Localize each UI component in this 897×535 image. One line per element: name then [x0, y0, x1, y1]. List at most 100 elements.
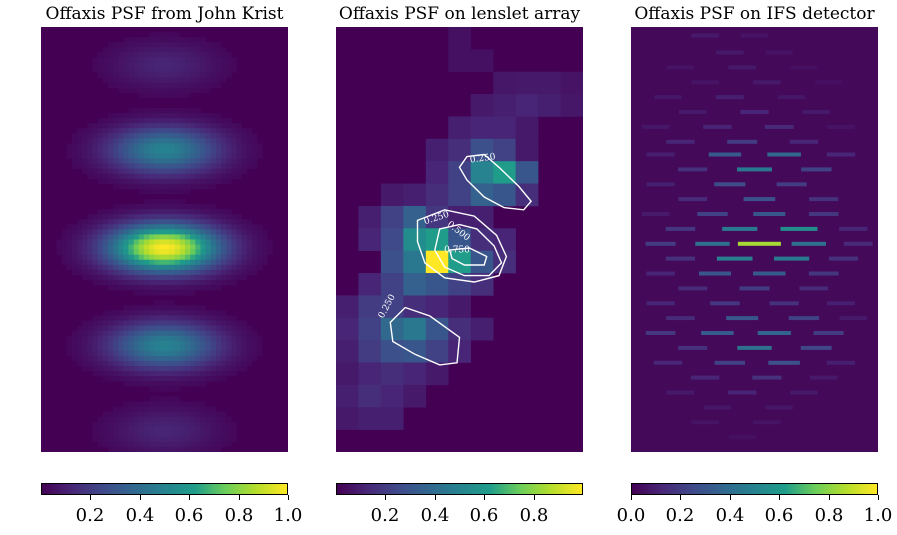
psf-pixel	[159, 431, 165, 438]
psf-pixel	[128, 249, 134, 255]
psf-pixel	[149, 138, 155, 144]
psf-pixel	[174, 168, 181, 175]
psf-pixel	[77, 158, 83, 164]
psf-pixel	[221, 72, 227, 78]
psf-pixel	[113, 436, 119, 443]
psf-pixel	[113, 47, 119, 53]
psf-pixel	[138, 274, 145, 281]
psf-pixel	[241, 224, 248, 230]
psf-pixel	[128, 118, 134, 124]
psf-pixel	[200, 52, 206, 58]
psf-pixel	[210, 224, 217, 230]
psf-pixel	[190, 355, 196, 362]
psf-pixel	[92, 239, 98, 245]
psf-pixel	[195, 259, 201, 266]
psf-pixel	[97, 441, 104, 448]
spectrum-dash	[799, 286, 829, 291]
psf-pixel	[128, 436, 134, 443]
psf-pixel	[251, 239, 258, 245]
psf-pixel	[195, 249, 201, 255]
psf-pixel	[128, 178, 134, 185]
psf-pixel	[231, 224, 237, 230]
psf-pixel	[71, 269, 78, 276]
psf-pixel	[128, 381, 134, 387]
psf-pixel	[179, 163, 186, 169]
psf-pixel	[215, 330, 222, 336]
psf-pixel	[133, 335, 140, 341]
psf-pixel	[210, 47, 217, 53]
lenslet-cell	[448, 183, 472, 207]
psf-pixel	[164, 183, 170, 190]
psf-pixel	[210, 57, 217, 63]
psf-pixel	[174, 67, 181, 73]
psf-pixel	[128, 168, 134, 175]
psf-pixel	[149, 376, 155, 382]
psf-pixel	[174, 315, 181, 321]
psf-pixel	[200, 118, 206, 124]
lenslet-cell	[336, 340, 359, 363]
psf-pixel	[221, 269, 227, 276]
psf-pixel	[195, 153, 201, 159]
lenslet-cell	[448, 317, 472, 341]
psf-pixel	[113, 133, 119, 139]
psf-pixel	[87, 335, 93, 341]
psf-pixel	[190, 204, 196, 210]
psf-pixel	[118, 219, 124, 225]
colorbar-tick-label: 1.0	[273, 505, 303, 526]
psf-pixel	[107, 350, 114, 357]
psf-pixel	[159, 113, 165, 119]
psf-pixel	[185, 204, 191, 210]
psf-pixel	[159, 107, 165, 114]
psf-pixel	[154, 386, 160, 392]
psf-pixel	[195, 340, 201, 347]
psf-pixel	[179, 416, 186, 422]
psf-pixel	[123, 133, 129, 139]
psf-pixel	[118, 113, 124, 119]
psf-pixel	[128, 325, 134, 331]
spectrum-dash	[716, 256, 753, 261]
lenslet-cell	[358, 362, 382, 386]
psf-pixel	[185, 148, 191, 154]
psf-pixel	[149, 67, 155, 73]
panel-1-heatmap	[56, 32, 273, 452]
psf-pixel	[92, 123, 98, 129]
psf-pixel	[185, 285, 191, 291]
psf-pixel	[195, 123, 201, 129]
psf-pixel	[143, 47, 150, 53]
psf-pixel	[123, 305, 129, 311]
psf-pixel	[128, 269, 134, 276]
panel-2-colorbar	[336, 483, 583, 495]
psf-pixel	[128, 107, 134, 114]
psf-pixel	[128, 128, 134, 134]
psf-pixel	[169, 188, 176, 195]
psf-pixel	[159, 426, 165, 433]
psf-pixel	[267, 249, 273, 255]
psf-pixel	[185, 118, 191, 124]
psf-pixel	[107, 138, 114, 144]
psf-pixel	[149, 143, 155, 149]
psf-pixel	[102, 264, 109, 271]
colorbar-tick	[435, 495, 436, 500]
lenslet-cell	[403, 183, 427, 207]
psf-pixel	[179, 82, 186, 89]
spectrum-dash	[665, 226, 696, 231]
psf-pixel	[113, 118, 119, 124]
psf-pixel	[154, 310, 160, 316]
psf-pixel	[215, 219, 222, 225]
psf-pixel	[205, 365, 212, 372]
psf-pixel	[221, 224, 227, 230]
psf-pixel	[215, 62, 222, 68]
psf-pixel	[195, 446, 201, 452]
psf-pixel	[149, 133, 155, 139]
psf-pixel	[241, 219, 248, 225]
psf-pixel	[169, 330, 176, 336]
psf-pixel	[123, 269, 129, 276]
psf-pixel	[179, 224, 186, 230]
psf-pixel	[226, 355, 232, 362]
psf-pixel	[61, 239, 68, 245]
psf-pixel	[102, 62, 109, 68]
psf-pixel	[195, 178, 201, 185]
psf-pixel	[169, 274, 176, 281]
psf-pixel	[205, 168, 212, 175]
psf-pixel	[92, 325, 98, 331]
